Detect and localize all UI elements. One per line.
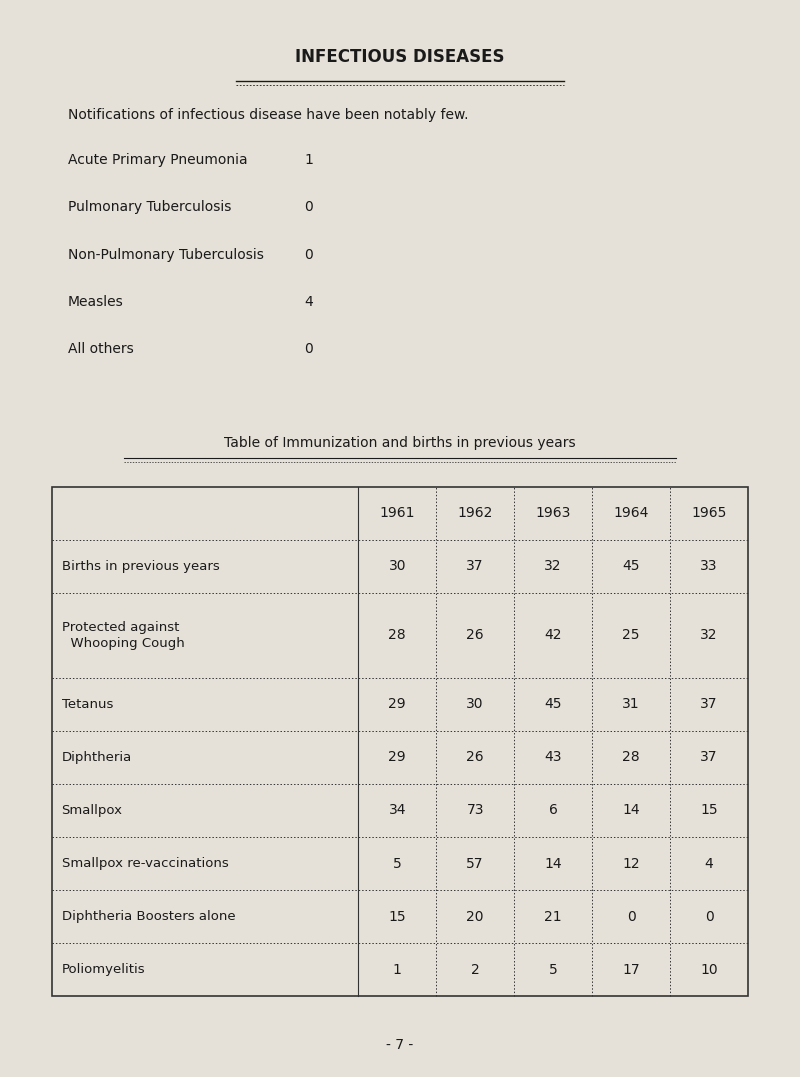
Text: 12: 12	[622, 856, 640, 870]
Text: Tetanus: Tetanus	[62, 698, 113, 711]
Bar	[52, 487, 748, 996]
Text: 6: 6	[549, 803, 558, 817]
Text: 5: 5	[393, 856, 402, 870]
Text: 43: 43	[544, 751, 562, 765]
Text: Births in previous years: Births in previous years	[62, 560, 219, 573]
Text: 0: 0	[304, 248, 313, 262]
Text: 0: 0	[304, 200, 313, 214]
Text: Acute Primary Pneumonia: Acute Primary Pneumonia	[68, 153, 248, 167]
Text: 73: 73	[466, 803, 484, 817]
Text: 21: 21	[544, 910, 562, 924]
Text: 1962: 1962	[458, 506, 493, 520]
Text: 29: 29	[389, 751, 406, 765]
Text: 14: 14	[622, 803, 640, 817]
Text: 15: 15	[700, 803, 718, 817]
Text: Smallpox: Smallpox	[62, 805, 122, 817]
Text: 42: 42	[544, 628, 562, 642]
Text: 37: 37	[700, 751, 718, 765]
Text: 26: 26	[466, 628, 484, 642]
Text: Diphtheria: Diphtheria	[62, 751, 132, 764]
Text: 26: 26	[466, 751, 484, 765]
Text: 45: 45	[622, 559, 640, 573]
Text: 32: 32	[700, 628, 718, 642]
Text: 31: 31	[622, 698, 640, 712]
Text: 0: 0	[705, 910, 714, 924]
Text: 4: 4	[304, 295, 313, 309]
Text: 1964: 1964	[614, 506, 649, 520]
Text: Protected against
  Whooping Cough: Protected against Whooping Cough	[62, 620, 184, 649]
Text: 28: 28	[389, 628, 406, 642]
Text: 1961: 1961	[379, 506, 415, 520]
Text: 1965: 1965	[691, 506, 726, 520]
Text: Smallpox re-vaccinations: Smallpox re-vaccinations	[62, 857, 228, 870]
Text: 4: 4	[705, 856, 714, 870]
Text: 5: 5	[549, 963, 558, 977]
Text: 34: 34	[389, 803, 406, 817]
Text: 0: 0	[626, 910, 635, 924]
Text: Poliomyelitis: Poliomyelitis	[62, 963, 146, 976]
Text: 1: 1	[393, 963, 402, 977]
Text: 1963: 1963	[535, 506, 571, 520]
Text: 17: 17	[622, 963, 640, 977]
Text: 20: 20	[466, 910, 484, 924]
Text: 1: 1	[304, 153, 313, 167]
Text: INFECTIOUS DISEASES: INFECTIOUS DISEASES	[295, 48, 505, 67]
Text: 32: 32	[544, 559, 562, 573]
Text: Notifications of infectious disease have been notably few.: Notifications of infectious disease have…	[68, 108, 469, 122]
Text: - 7 -: - 7 -	[386, 1038, 414, 1051]
Text: 37: 37	[466, 559, 484, 573]
Text: 15: 15	[389, 910, 406, 924]
Text: 10: 10	[700, 963, 718, 977]
Text: Diphtheria Boosters alone: Diphtheria Boosters alone	[62, 910, 235, 923]
Text: 25: 25	[622, 628, 640, 642]
Text: All others: All others	[68, 342, 134, 356]
Text: Measles: Measles	[68, 295, 124, 309]
Text: 33: 33	[700, 559, 718, 573]
Text: 28: 28	[622, 751, 640, 765]
Text: 37: 37	[700, 698, 718, 712]
Text: 2: 2	[470, 963, 479, 977]
Text: Table of Immunization and births in previous years: Table of Immunization and births in prev…	[224, 436, 576, 450]
Text: 0: 0	[304, 342, 313, 356]
Text: Non-Pulmonary Tuberculosis: Non-Pulmonary Tuberculosis	[68, 248, 264, 262]
Text: 45: 45	[544, 698, 562, 712]
Text: 57: 57	[466, 856, 484, 870]
Text: 29: 29	[389, 698, 406, 712]
Text: 30: 30	[389, 559, 406, 573]
Text: Pulmonary Tuberculosis: Pulmonary Tuberculosis	[68, 200, 231, 214]
Text: 14: 14	[544, 856, 562, 870]
Text: 30: 30	[466, 698, 484, 712]
